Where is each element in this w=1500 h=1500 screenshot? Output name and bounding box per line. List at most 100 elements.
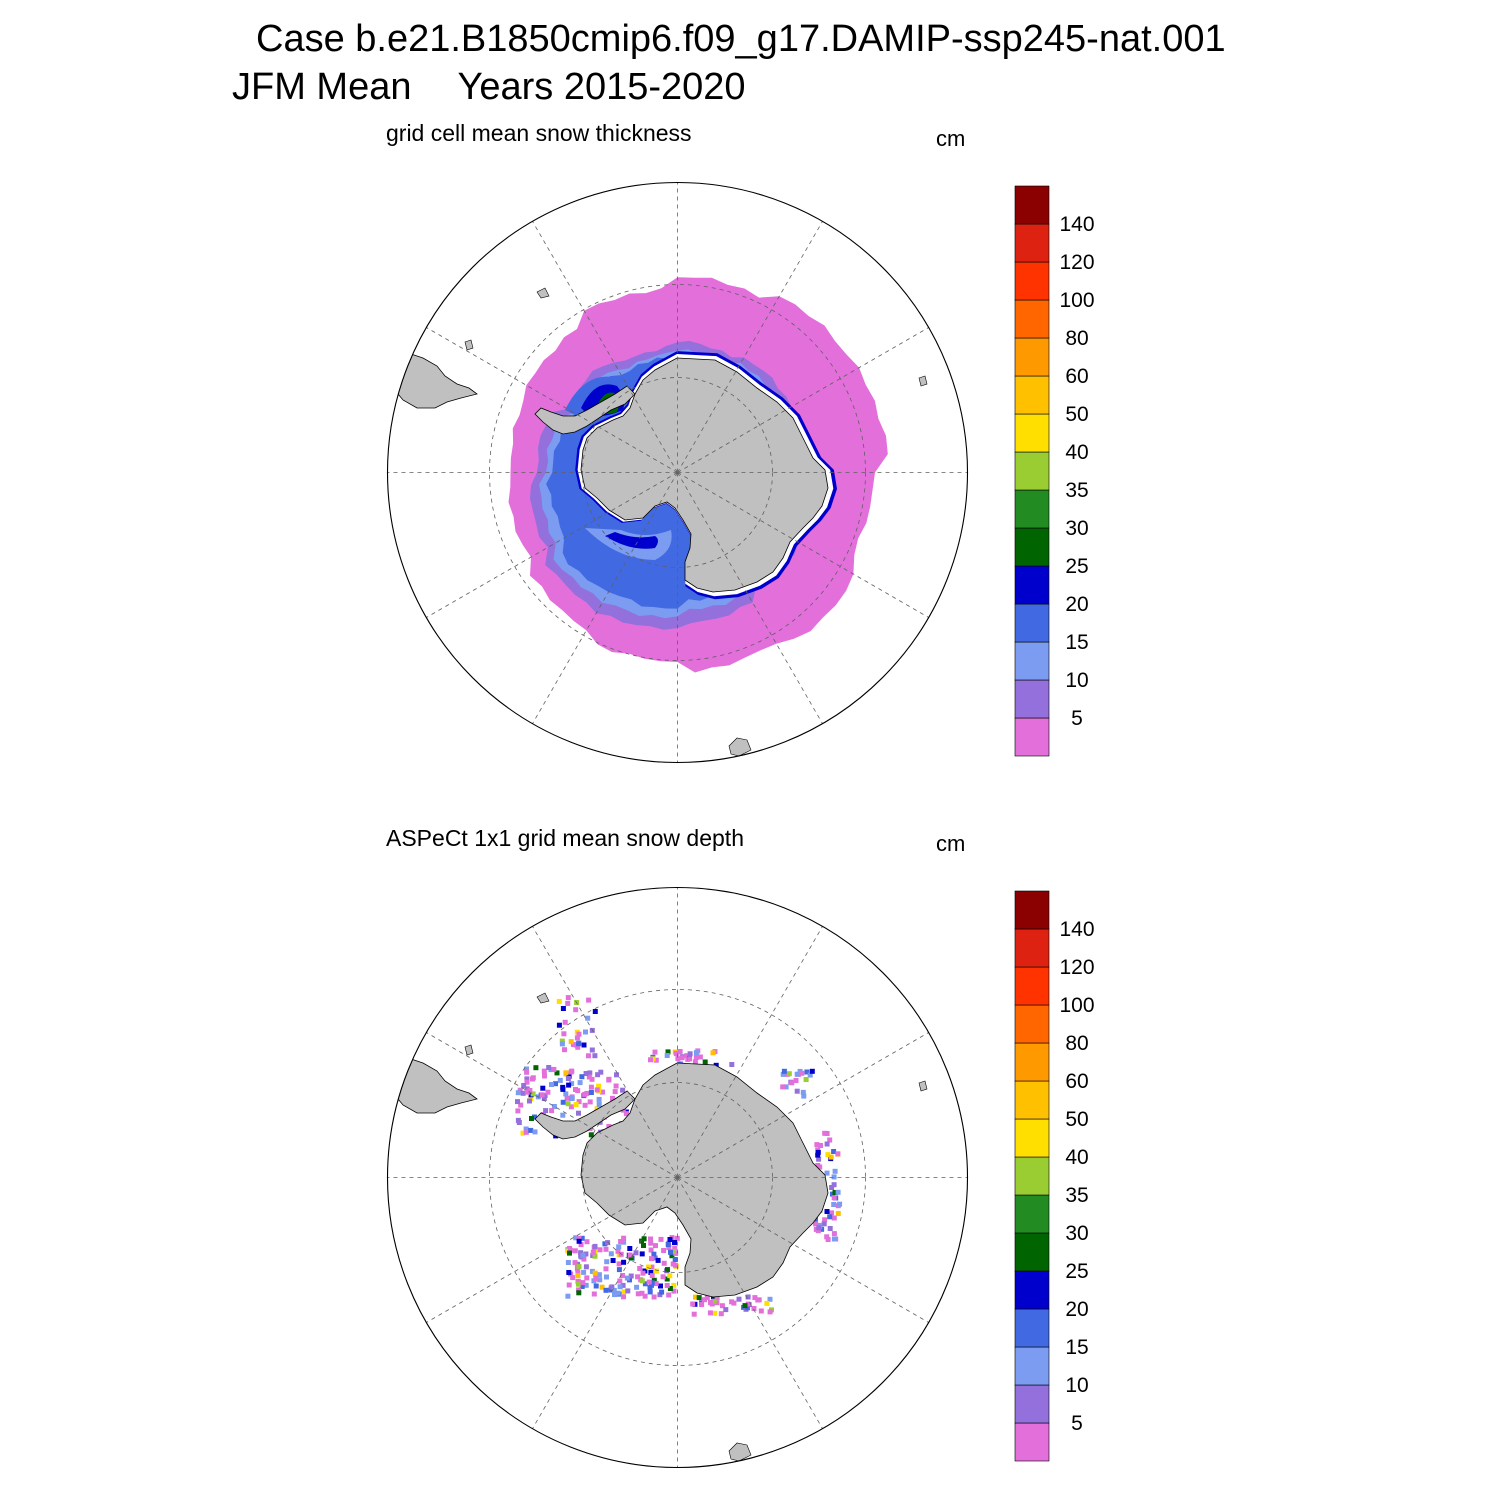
obs-cell-0	[569, 1096, 575, 1101]
obs-cell-1	[576, 1290, 582, 1296]
obs-cell-4	[710, 1050, 716, 1056]
obs-cell-0	[546, 1065, 552, 1070]
colorbar-tick-label: 140	[1059, 918, 1094, 941]
obs-cell-0	[565, 1101, 571, 1107]
obs-cell-1	[596, 1272, 602, 1278]
obs-cell-6	[570, 1042, 576, 1047]
obs-cell-1	[667, 1237, 673, 1242]
obs-cell-6	[556, 1022, 562, 1028]
obs-cell-0	[542, 1093, 548, 1099]
map-content	[387, 182, 968, 763]
obs-cell-0	[577, 1080, 583, 1086]
obs-cell-2	[828, 1154, 834, 1160]
colorbar-swatch	[1014, 928, 1050, 968]
obs-cell-5	[794, 1071, 800, 1077]
obs-cell-1	[581, 1256, 587, 1262]
obs-cell-1	[583, 1282, 589, 1288]
obs-cell-4	[693, 1050, 699, 1056]
obs-cell-4	[650, 1056, 656, 1062]
obs-cell-1	[597, 1277, 603, 1283]
obs-cell-0	[543, 1108, 549, 1114]
obs-cell-1	[665, 1242, 671, 1247]
obs-cell-1	[653, 1243, 658, 1249]
obs-cell-0	[595, 1072, 601, 1078]
obs-cell-1	[617, 1284, 623, 1290]
obs-cell-1	[672, 1245, 678, 1251]
obs-cell-3	[758, 1308, 764, 1314]
obs-cell-1	[608, 1251, 614, 1257]
obs-cell-1	[672, 1257, 678, 1262]
obs-cell-0	[524, 1086, 530, 1092]
obs-cell-1	[621, 1239, 627, 1245]
obs-cell-0	[541, 1068, 547, 1074]
antarctica-land	[580, 357, 829, 593]
obs-cell-2	[835, 1189, 841, 1195]
obs-cell-0	[589, 1076, 595, 1082]
obs-cell-6	[576, 1041, 582, 1047]
obs-cell-2	[831, 1182, 837, 1188]
obs-cell-1	[584, 1239, 590, 1245]
obs-cell-0	[515, 1108, 521, 1114]
obs-cell-0	[614, 1072, 619, 1078]
meridian-line	[677, 327, 929, 473]
meridian-line	[426, 1177, 678, 1323]
obs-cell-1	[610, 1258, 616, 1263]
colorbar-swatch	[1014, 1232, 1050, 1272]
obs-cell-4	[697, 1054, 703, 1060]
colorbar-swatch	[1014, 1384, 1050, 1424]
obs-cell-0	[588, 1090, 594, 1095]
colorbar-tick-label: 15	[1065, 631, 1088, 654]
obs-cell-1	[652, 1255, 658, 1261]
island-land	[464, 339, 474, 351]
obs-cell-4	[693, 1054, 699, 1060]
obs-cell-0	[524, 1069, 530, 1075]
obs-cell-1	[603, 1287, 609, 1293]
obs-cell-1	[616, 1267, 622, 1273]
obs-cell-1	[671, 1282, 677, 1288]
season-label: JFM Mean	[232, 66, 412, 108]
colorbar-swatch	[1014, 679, 1050, 719]
obs-cell-1	[583, 1264, 589, 1270]
obs-cell-3	[691, 1311, 697, 1317]
obs-cell-1	[672, 1240, 677, 1245]
colorbar-tick-label: 30	[1065, 517, 1088, 540]
obs-cell-1	[575, 1273, 581, 1279]
obs-cell-0	[533, 1065, 539, 1071]
obs-cell-0	[527, 1088, 533, 1093]
obs-cell-1	[615, 1290, 621, 1296]
obs-cell-0	[573, 1102, 579, 1107]
obs-cell-1	[615, 1248, 621, 1254]
obs-cell-2	[827, 1214, 833, 1220]
obs-cell-1	[660, 1274, 666, 1280]
obs-cell-2	[816, 1156, 822, 1162]
obs-cell-1	[674, 1235, 680, 1241]
period-title: JFM Mean Years 2015-2020	[232, 66, 746, 109]
obs-cell-4	[692, 1059, 698, 1065]
obs-cell-1	[604, 1259, 610, 1265]
colorbar-swatch	[1014, 1080, 1050, 1120]
obs-cell-1	[664, 1283, 670, 1288]
obs-cell-1	[581, 1269, 587, 1275]
colorbar-swatch	[1014, 261, 1050, 301]
obs-cell-5	[794, 1088, 800, 1094]
colorbar-tick-label: 100	[1059, 994, 1094, 1017]
obs-cell-1	[647, 1289, 653, 1295]
antarctica-land	[580, 1062, 829, 1298]
obs-cell-0	[549, 1082, 554, 1087]
panel-2-unit: cm	[936, 831, 966, 856]
obs-cell-3	[736, 1296, 742, 1302]
obs-cell-0	[539, 1092, 545, 1098]
obs-cell-2	[824, 1234, 830, 1240]
obs-cell-6	[568, 1039, 574, 1045]
obs-cell-2	[831, 1236, 837, 1242]
obs-cell-3	[745, 1294, 751, 1300]
obs-cell-5	[789, 1080, 795, 1086]
obs-cell-0	[563, 1070, 569, 1076]
colorbar-swatch	[1014, 413, 1050, 453]
obs-cell-1	[579, 1284, 585, 1289]
obs-cell-2	[829, 1210, 834, 1216]
obs-cell-1	[591, 1291, 597, 1297]
obs-cell-1	[649, 1273, 655, 1279]
obs-cell-6	[585, 1015, 591, 1021]
obs-cell-1	[592, 1270, 598, 1276]
